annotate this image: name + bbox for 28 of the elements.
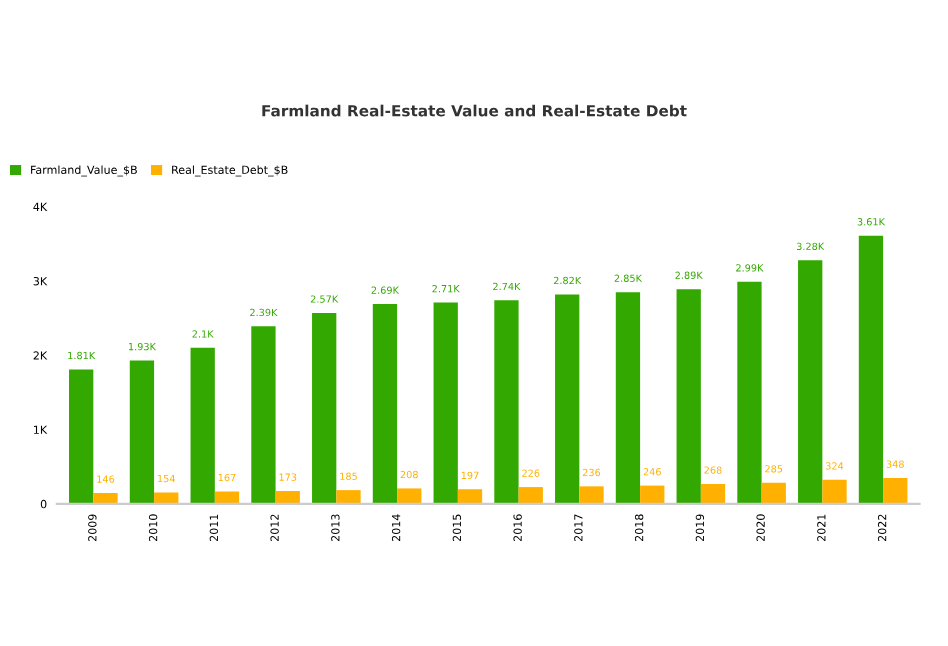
bar — [518, 487, 543, 504]
bar — [579, 486, 604, 504]
bar — [397, 488, 422, 504]
bar — [312, 312, 337, 504]
bar — [676, 289, 701, 504]
bar — [372, 304, 398, 504]
bar — [251, 326, 276, 504]
bar — [69, 369, 94, 504]
bar — [494, 300, 519, 504]
bar — [93, 493, 118, 504]
bar — [275, 491, 300, 504]
bar — [555, 294, 580, 504]
bar — [433, 302, 458, 504]
bar — [190, 347, 215, 504]
bar — [214, 491, 240, 504]
bar — [154, 492, 179, 504]
bar — [615, 292, 641, 504]
bar — [761, 482, 786, 504]
bar — [858, 235, 884, 504]
bar — [798, 260, 823, 504]
bar — [700, 483, 726, 504]
bar — [737, 281, 762, 504]
bar — [883, 478, 908, 504]
bar — [336, 490, 361, 504]
bar — [640, 485, 665, 504]
bar — [457, 489, 483, 504]
bar — [129, 360, 155, 504]
bar — [822, 479, 847, 504]
